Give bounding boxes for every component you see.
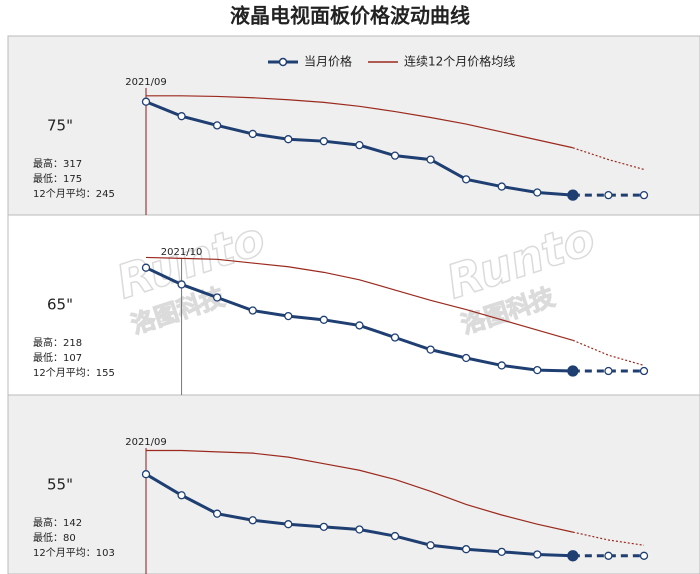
stat-label: 12个月平均：155 [33, 367, 115, 379]
legend-label: 当月价格 [304, 54, 352, 69]
price-point [177, 491, 186, 500]
price-point [604, 551, 613, 560]
panel-background [7, 35, 700, 216]
legend-label: 连续12个月价格均线 [404, 54, 515, 69]
stat-label: 最低：80 [33, 531, 76, 544]
price-point [639, 551, 649, 560]
price-point [284, 311, 293, 321]
price-point [533, 365, 542, 375]
price-point [533, 188, 542, 197]
price-point [355, 140, 364, 150]
price-point [567, 189, 579, 201]
price-point [533, 550, 542, 559]
stat-label: 最低：107 [33, 351, 82, 364]
panel-background [7, 394, 700, 574]
panel-background [7, 214, 700, 396]
average-projection [572, 339, 645, 367]
price-point [248, 306, 257, 315]
average-projection [572, 531, 645, 546]
price-point [319, 315, 329, 324]
stat-label: 最高：218 [33, 336, 82, 349]
size-label: 75" [47, 117, 73, 135]
price-point [390, 531, 400, 541]
price-point [567, 550, 579, 562]
price-point [426, 541, 435, 550]
price-point [497, 182, 506, 191]
price-point [319, 522, 329, 531]
price-point [355, 321, 364, 330]
price-point [212, 121, 222, 130]
stat-label: 12个月平均：245 [33, 188, 115, 200]
price-point [248, 129, 257, 139]
price-point [497, 547, 506, 556]
price-point [461, 353, 471, 363]
price-point [461, 175, 471, 184]
average-line [145, 256, 574, 341]
price-point [604, 190, 613, 200]
price-point [567, 365, 579, 377]
price-point [639, 366, 649, 376]
price-point [390, 151, 400, 160]
price-point [639, 190, 649, 200]
stat-label: 最高：142 [33, 516, 82, 529]
stat-label: 最低：175 [33, 172, 82, 185]
legend-marker [278, 57, 288, 67]
average-line [146, 95, 573, 149]
price-point [141, 263, 151, 272]
price-point [212, 293, 222, 302]
chart-title: 液晶电视面板价格波动曲线 [230, 4, 470, 28]
average-projection [572, 147, 645, 171]
price-point [248, 516, 257, 525]
date-label: 2021/09 [125, 437, 167, 448]
stat-label: 12个月平均：103 [33, 547, 115, 559]
price-point [212, 509, 222, 518]
price-point [461, 545, 471, 554]
price-point [284, 520, 293, 529]
date-label: 2021/09 [125, 77, 167, 88]
price-point [426, 345, 435, 354]
price-point [426, 155, 435, 164]
size-label: 55" [47, 476, 73, 494]
stat-label: 最高：317 [33, 157, 82, 170]
price-point [497, 361, 506, 370]
price-point [284, 135, 293, 144]
price-point [141, 97, 151, 106]
date-label: 2021/10 [161, 247, 203, 258]
price-point [141, 470, 151, 479]
price-point [319, 137, 329, 146]
average-line [146, 449, 573, 533]
price-point [604, 366, 613, 376]
price-point [177, 280, 186, 289]
size-label: 65" [47, 296, 73, 314]
price-point [390, 333, 400, 342]
price-point [355, 525, 364, 534]
price-point [177, 112, 186, 121]
